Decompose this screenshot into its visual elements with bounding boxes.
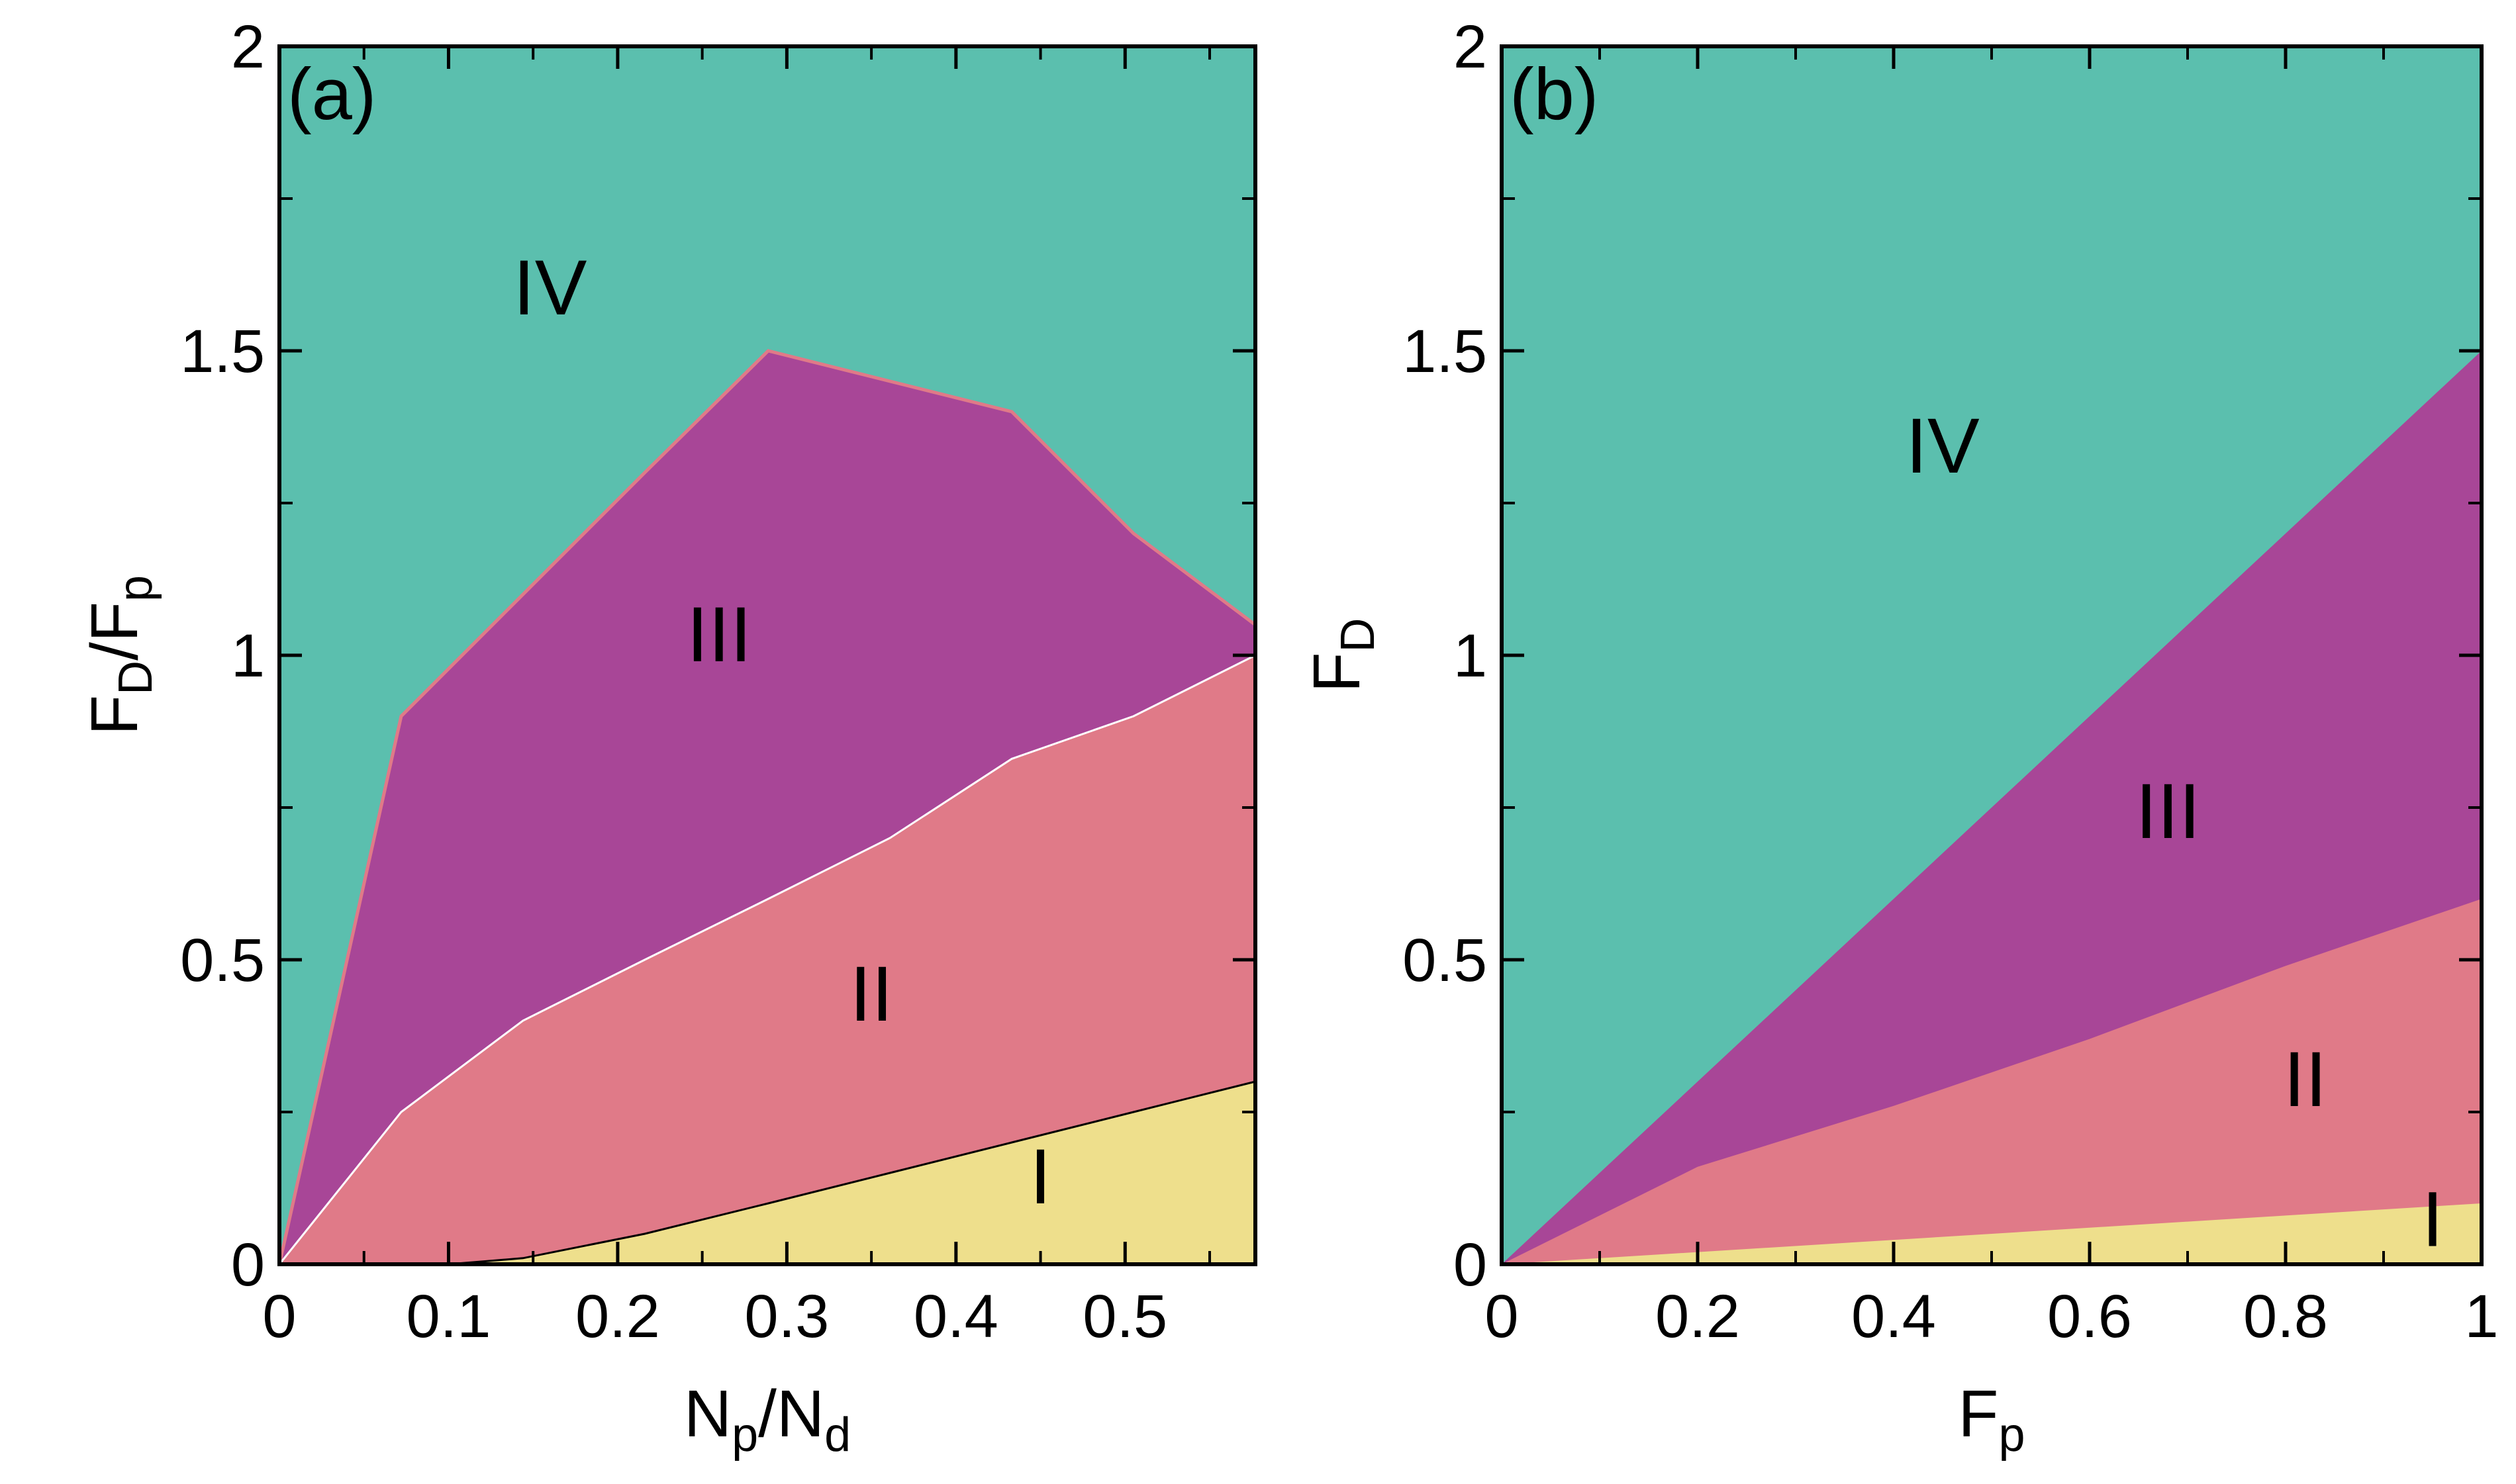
panel-label: (a) — [287, 54, 376, 135]
x-axis-label-part: F — [1958, 1377, 1998, 1451]
plot-frame — [1500, 44, 2484, 1266]
x-axis-label-part: /N — [758, 1377, 824, 1451]
x-tick-label: 0.5 — [1083, 1283, 1167, 1350]
region-II-area — [279, 655, 1255, 1264]
y-axis-label-part: /F — [77, 602, 152, 661]
y-tick-label: 1 — [231, 622, 265, 690]
x-tick-label: 0.6 — [2047, 1283, 2132, 1350]
region-label-II: II — [849, 951, 893, 1038]
x-axis-label: Np/Nd — [684, 1377, 851, 1461]
panel-label: (b) — [1510, 54, 1598, 135]
y-axis-label-part: D — [109, 661, 162, 695]
y-tick-label: 0.5 — [180, 927, 265, 994]
x-tick-label: 0.4 — [914, 1283, 998, 1350]
y-axis-label-part: p — [109, 575, 162, 602]
x-tick-label: 0.2 — [575, 1283, 660, 1350]
region-label-II: II — [2284, 1036, 2327, 1123]
x-tick-label: 0.3 — [744, 1283, 829, 1350]
y-tick-label: 0 — [1453, 1231, 1487, 1299]
x-tick-label: 1 — [2464, 1283, 2498, 1350]
region-label-III: III — [2135, 768, 2200, 855]
x-axis-label-part: d — [824, 1409, 851, 1461]
plot-frame — [277, 44, 1257, 1266]
x-axis-label-part: p — [732, 1409, 758, 1461]
y-tick-label: 1.5 — [180, 318, 265, 385]
y-tick-label: 1.5 — [1402, 318, 1487, 385]
region-label-I: I — [2422, 1176, 2444, 1263]
y-axis-label: FD — [1300, 618, 1384, 692]
x-tick-label: 0 — [1484, 1283, 1518, 1350]
y-axis-label-part: F — [1300, 652, 1374, 692]
region-II-area — [1502, 899, 2482, 1264]
x-tick-label: 0.1 — [407, 1283, 491, 1350]
y-tick-label: 0.5 — [1402, 927, 1487, 994]
x-tick-label: 0 — [262, 1283, 296, 1350]
region-label-IV: IV — [1906, 402, 1980, 490]
y-axis-label: FD/Fp — [77, 575, 162, 735]
boundary-II-III-line — [278, 654, 1256, 1265]
x-tick-label: 0.2 — [1655, 1283, 1740, 1350]
region-I-area — [448, 1082, 1256, 1264]
y-tick-label: 1 — [1453, 622, 1487, 690]
y-tick-label: 0 — [231, 1231, 265, 1299]
y-tick-label: 2 — [231, 13, 265, 81]
x-tick-label: 0.8 — [2243, 1283, 2328, 1350]
y-tick-label: 2 — [1453, 13, 1487, 81]
boundary-III-IV-line — [277, 349, 1257, 1265]
region-I-area — [1502, 1203, 2482, 1264]
y-axis-label-part: D — [1331, 618, 1384, 652]
region-label-IV: IV — [513, 244, 587, 332]
boundary-I-II-line — [448, 1080, 1256, 1266]
y-axis-label-part: F — [77, 695, 152, 735]
region-label-I: I — [1030, 1133, 1051, 1221]
x-axis-label-part: p — [1999, 1409, 2025, 1461]
x-tick-label: 0.4 — [1851, 1283, 1936, 1350]
x-axis-label: Fp — [1958, 1377, 2025, 1461]
panel-a: 0 0.1 0.2 0.3 0.4 0.500.511.52Np/NdFD/Fp(a)IV… — [77, 13, 1257, 1461]
region-label-III: III — [687, 591, 751, 678]
x-axis-label-part: N — [684, 1377, 732, 1451]
